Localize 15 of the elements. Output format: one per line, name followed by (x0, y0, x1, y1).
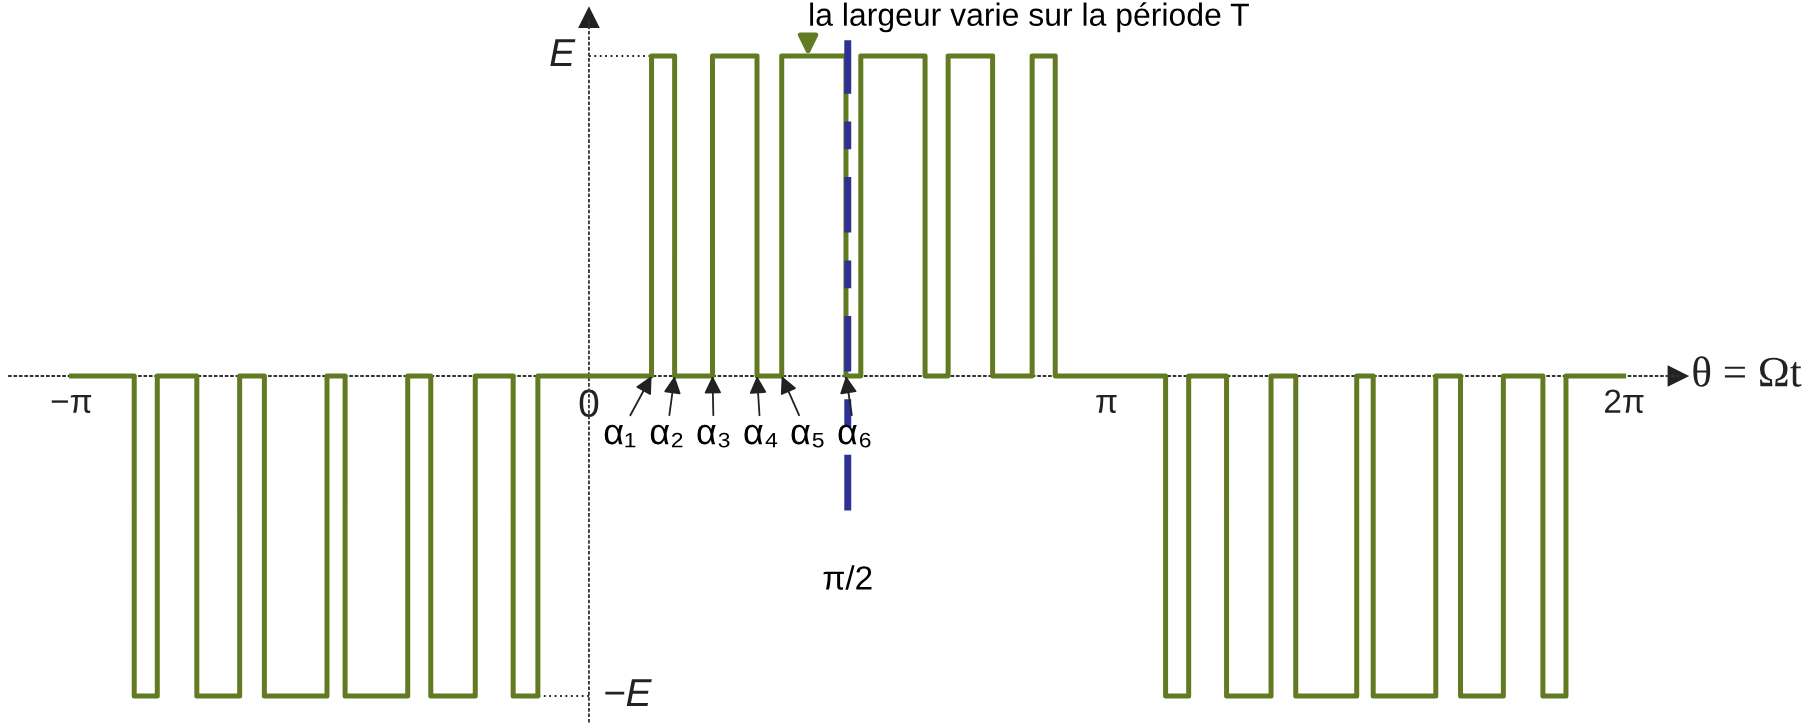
annotation: α₄ (744, 424, 778, 448)
x-tick-label: π (1096, 395, 1117, 413)
x-axis-title: θ = Ωt (1693, 356, 1802, 387)
annotation: α₃ (697, 424, 730, 448)
x-tick-label: −π (51, 395, 92, 413)
annotation: α₁ (604, 424, 636, 448)
ref-line-label: E (550, 39, 576, 67)
annotation: α₅ (791, 424, 824, 448)
ref-line-label: −E (605, 679, 652, 707)
x-tick-label: 2π (1605, 389, 1644, 413)
annotation: α₆ (838, 424, 871, 448)
annotation: la largeur varie sur la période T (810, 2, 1249, 33)
ref-line-label: π/2 (823, 565, 872, 590)
annotation: α₂ (650, 424, 683, 448)
x-tick-label: 0 (579, 389, 599, 418)
